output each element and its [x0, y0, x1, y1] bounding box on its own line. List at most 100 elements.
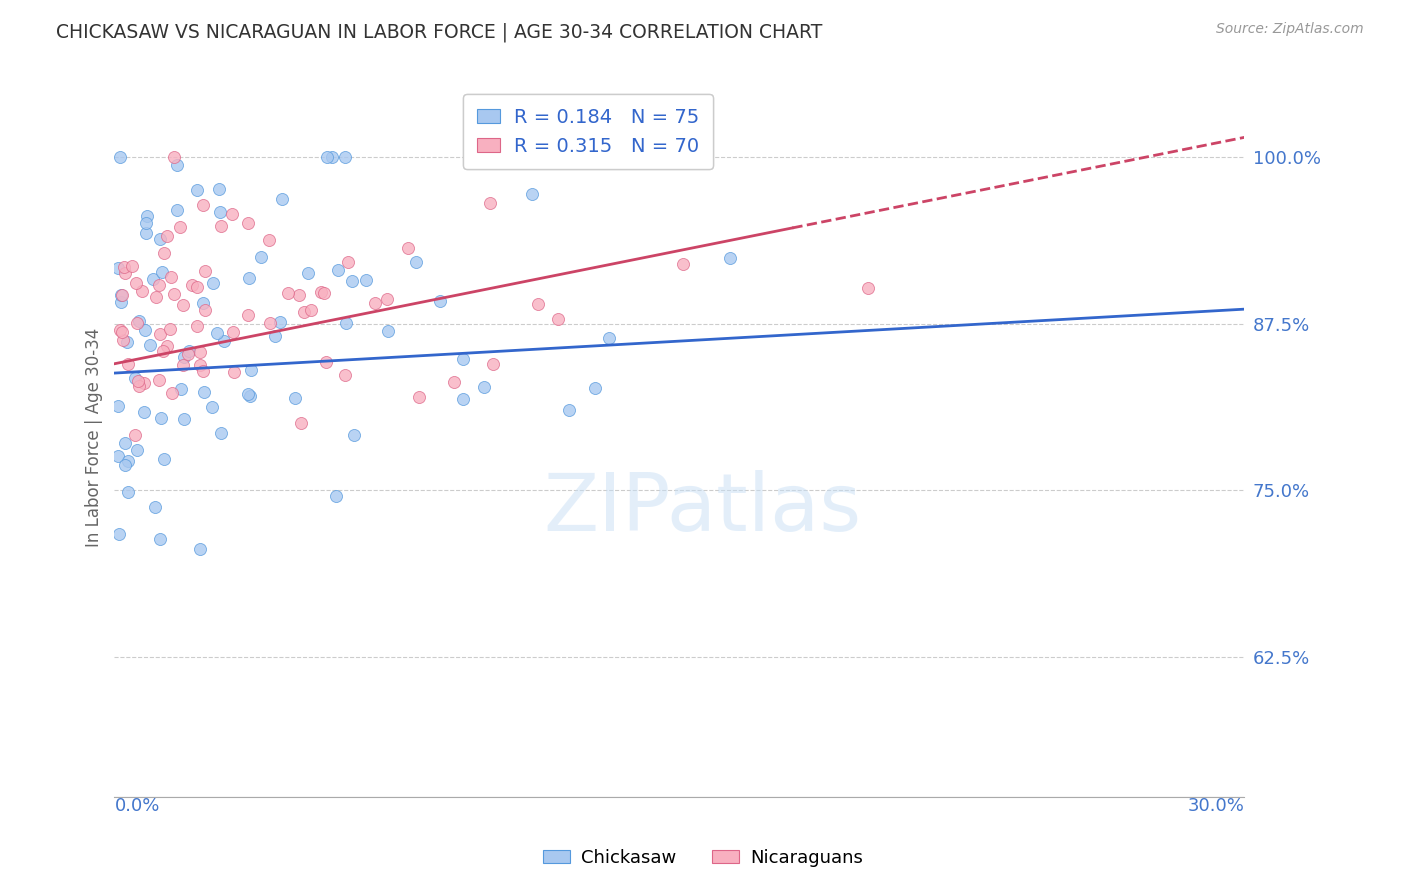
Point — [239, 363, 262, 377]
Point — [149, 533, 172, 547]
Point — [522, 187, 544, 202]
Point — [299, 302, 322, 317]
Point — [117, 357, 139, 371]
Point — [377, 292, 399, 306]
Point — [236, 387, 259, 401]
Point — [131, 284, 153, 298]
Point — [547, 312, 569, 326]
Point — [191, 363, 214, 377]
Point — [134, 323, 156, 337]
Point — [186, 319, 208, 334]
Point — [107, 400, 129, 414]
Point — [143, 500, 166, 515]
Point — [153, 451, 176, 466]
Point — [179, 343, 201, 358]
Point — [127, 443, 149, 458]
Point — [125, 276, 148, 290]
Point — [201, 276, 224, 290]
Point — [186, 183, 208, 197]
Point — [149, 231, 172, 245]
Point — [166, 202, 188, 217]
Point — [297, 266, 319, 280]
Point — [110, 294, 132, 309]
Text: ZIPatlas: ZIPatlas — [543, 470, 860, 548]
Point — [325, 489, 347, 503]
Point — [166, 158, 188, 172]
Point — [222, 325, 245, 339]
Legend: Chickasaw, Nicaraguans: Chickasaw, Nicaraguans — [536, 842, 870, 874]
Point — [124, 428, 146, 442]
Point — [194, 302, 217, 317]
Point — [451, 352, 474, 367]
Point — [150, 265, 173, 279]
Point — [125, 316, 148, 330]
Point — [188, 358, 211, 372]
Point — [117, 454, 139, 468]
Point — [170, 382, 193, 396]
Point — [333, 150, 356, 164]
Point — [335, 316, 357, 330]
Point — [238, 308, 260, 322]
Point — [159, 322, 181, 336]
Point — [270, 192, 292, 206]
Point — [209, 204, 232, 219]
Point — [114, 458, 136, 472]
Point — [526, 297, 548, 311]
Point — [598, 331, 620, 345]
Point — [134, 405, 156, 419]
Y-axis label: In Labor Force | Age 30-34: In Labor Force | Age 30-34 — [86, 327, 103, 547]
Point — [250, 250, 273, 264]
Point — [132, 376, 155, 390]
Point — [482, 357, 505, 371]
Point — [108, 150, 131, 164]
Point — [326, 262, 349, 277]
Point — [169, 219, 191, 234]
Point — [153, 245, 176, 260]
Point — [121, 259, 143, 273]
Point — [163, 287, 186, 301]
Point — [124, 371, 146, 385]
Point — [112, 333, 135, 347]
Point — [156, 339, 179, 353]
Point — [108, 323, 131, 337]
Point — [238, 271, 260, 285]
Point — [316, 150, 339, 164]
Point — [148, 373, 170, 387]
Point — [311, 285, 333, 299]
Point — [180, 278, 202, 293]
Point — [451, 392, 474, 407]
Point — [128, 378, 150, 392]
Point — [337, 254, 360, 268]
Point — [429, 294, 451, 309]
Point — [173, 350, 195, 364]
Point — [159, 270, 181, 285]
Point — [172, 358, 194, 372]
Point — [364, 296, 387, 310]
Point — [718, 251, 741, 265]
Text: Source: ZipAtlas.com: Source: ZipAtlas.com — [1216, 22, 1364, 37]
Point — [259, 233, 281, 247]
Point — [112, 260, 135, 274]
Point — [163, 150, 186, 164]
Point — [177, 346, 200, 360]
Point — [191, 295, 214, 310]
Point — [142, 272, 165, 286]
Point — [188, 542, 211, 557]
Legend: R = 0.184   N = 75, R = 0.315   N = 70: R = 0.184 N = 75, R = 0.315 N = 70 — [463, 95, 713, 169]
Point — [193, 385, 215, 400]
Point — [110, 287, 132, 301]
Point — [162, 385, 184, 400]
Text: 30.0%: 30.0% — [1188, 797, 1244, 814]
Point — [284, 392, 307, 406]
Point — [107, 260, 129, 275]
Point — [149, 326, 172, 341]
Point — [287, 287, 309, 301]
Point — [672, 257, 695, 271]
Point — [207, 326, 229, 340]
Text: CHICKASAW VS NICARAGUAN IN LABOR FORCE | AGE 30-34 CORRELATION CHART: CHICKASAW VS NICARAGUAN IN LABOR FORCE |… — [56, 22, 823, 42]
Point — [239, 389, 262, 403]
Point — [396, 241, 419, 255]
Point — [145, 289, 167, 303]
Point — [312, 286, 335, 301]
Point — [111, 326, 134, 340]
